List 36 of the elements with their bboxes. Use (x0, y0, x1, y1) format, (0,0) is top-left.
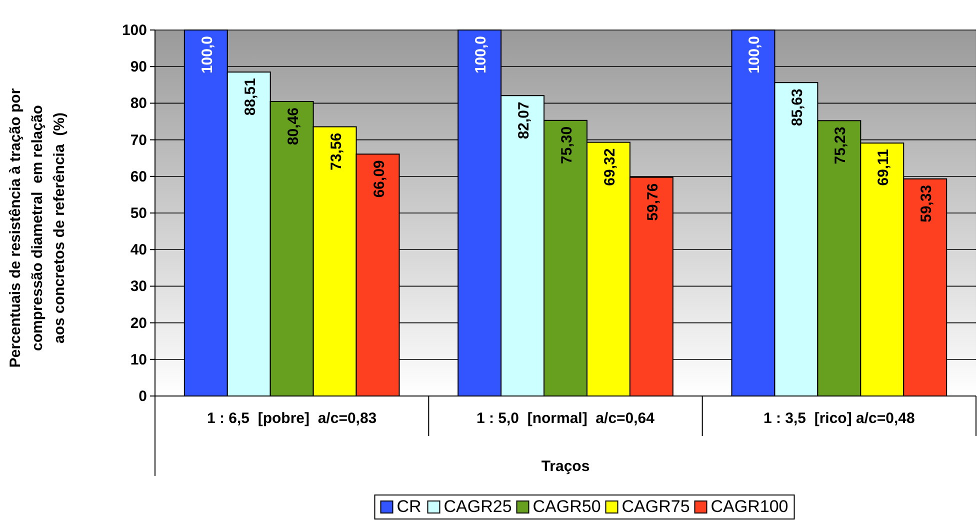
y-tick-label: 0 (138, 388, 147, 405)
y-tick-label: 50 (130, 205, 147, 222)
data-label: 100,0 (198, 36, 216, 74)
data-label: 85,63 (789, 88, 806, 126)
legend-label: CAGR75 (622, 497, 690, 516)
data-label: 82,07 (516, 102, 533, 140)
y-tick-label: 20 (130, 314, 147, 332)
legend-label: CR (396, 497, 422, 516)
y-tick-label: 10 (130, 351, 147, 368)
data-label: 75,23 (832, 126, 850, 164)
data-label: 75,30 (558, 126, 576, 164)
x-tick-label: 1 : 6,5 [pobre] a/c=0,83 (206, 410, 377, 427)
data-label: 80,46 (284, 108, 302, 146)
legend-label: CAGR25 (444, 497, 512, 516)
y-tick-label: 40 (130, 242, 147, 259)
data-label: 69,32 (601, 148, 618, 186)
x-axis-title: Traços (541, 458, 590, 475)
data-label: 66,09 (370, 160, 388, 198)
data-label: 88,51 (242, 78, 259, 116)
y-axis-title: Percentuais de resistência à tração por compressão diametral em relação aos concretos de referência (%) (7, 88, 68, 368)
x-tick-label: 1 : 3,5 [rico] a/c=0,48 (763, 410, 915, 427)
legend-label: CAGR50 (532, 497, 601, 516)
y-tick-label: 70 (130, 132, 147, 149)
data-label: 100,0 (472, 36, 490, 74)
data-label: 59,33 (918, 184, 936, 222)
y-tick-label: 60 (130, 168, 147, 186)
y-tick-label: 30 (130, 278, 147, 296)
data-label: 73,56 (328, 132, 345, 170)
x-tick-label: 1 : 5,0 [normal] a/c=0,64 (476, 410, 656, 427)
data-label: 100,0 (746, 36, 764, 74)
data-label: 59,76 (644, 183, 662, 221)
y-tick-label: 80 (130, 95, 147, 112)
legend-label: CAGR100 (710, 497, 788, 516)
y-tick-label: 90 (130, 58, 147, 76)
data-label: 69,11 (875, 149, 892, 186)
y-tick-label: 100 (122, 22, 147, 39)
